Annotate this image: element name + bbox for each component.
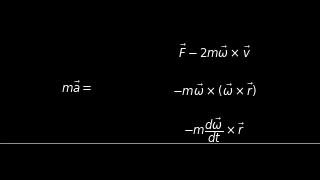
Text: Deriving the equation of motion: Deriving the equation of motion bbox=[41, 12, 279, 26]
Text: $\vec{F} - 2m\vec{\omega} \times \vec{v}$: $\vec{F} - 2m\vec{\omega} \times \vec{v}… bbox=[178, 44, 251, 61]
Text: $- m\dfrac{d\vec{\omega}}{dt} \times \vec{r}$: $- m\dfrac{d\vec{\omega}}{dt} \times \ve… bbox=[183, 116, 245, 145]
Text: $m\vec{a} =$: $m\vec{a} =$ bbox=[61, 81, 92, 96]
Text: in a rotating frame: in a rotating frame bbox=[90, 155, 230, 168]
Text: $- m\vec{\omega} \times (\vec{\omega} \times \vec{r})$: $- m\vec{\omega} \times (\vec{\omega} \t… bbox=[172, 82, 257, 99]
